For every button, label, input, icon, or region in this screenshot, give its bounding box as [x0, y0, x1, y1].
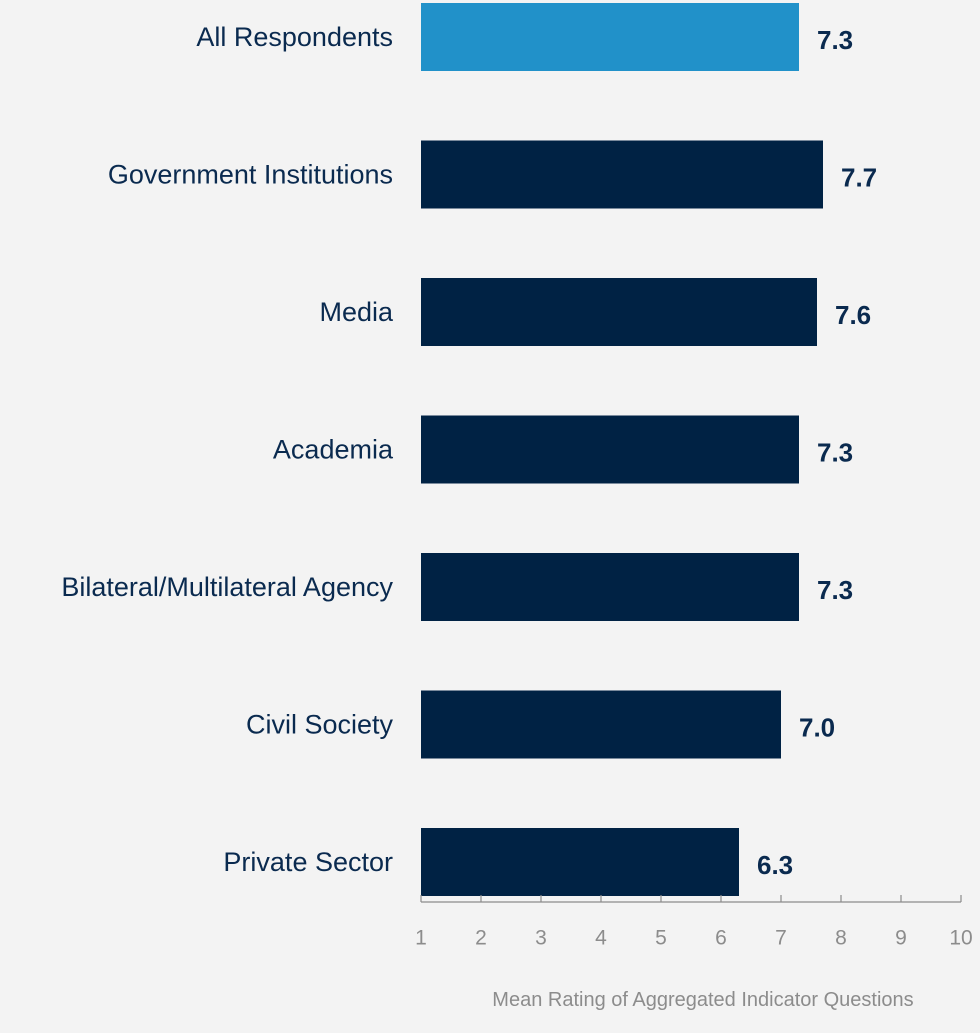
category-label: Media	[319, 297, 394, 327]
x-tick-label: 2	[475, 927, 487, 950]
bar-academia	[421, 415, 799, 484]
value-label: 7.3	[817, 438, 853, 468]
bar-government-institutions	[421, 140, 823, 209]
x-tick-label: 7	[775, 927, 787, 950]
category-label: Bilateral/Multilateral Agency	[61, 572, 393, 602]
value-label: 7.6	[835, 300, 871, 330]
x-tick-label: 4	[595, 927, 607, 950]
bar-all-respondents	[421, 3, 799, 71]
bar-bilateral-multilateral-agency	[421, 553, 799, 621]
x-axis-title: Mean Rating of Aggregated Indicator Ques…	[492, 989, 913, 1011]
bar-private-sector	[421, 828, 739, 896]
category-label: Government Institutions	[108, 160, 393, 190]
bars-layer	[421, 3, 823, 896]
value-labels: 7.3 7.7 7.6 7.3 7.3 7.0 6.3	[757, 25, 877, 880]
value-label: 6.3	[757, 850, 793, 880]
value-label: 7.3	[817, 25, 853, 55]
x-tick-label: 3	[535, 927, 547, 950]
bar-civil-society	[421, 690, 781, 759]
bar-media	[421, 278, 817, 346]
x-tick-label: 5	[655, 927, 667, 950]
category-label: Civil Society	[246, 710, 394, 740]
value-label: 7.0	[799, 713, 835, 743]
x-tick-label: 1	[415, 927, 427, 950]
x-tick-label: 10	[949, 927, 972, 950]
category-label: Private Sector	[223, 847, 393, 877]
category-label: All Respondents	[196, 22, 393, 52]
x-tick-label: 8	[835, 927, 847, 950]
x-tick-label: 6	[715, 927, 727, 950]
x-axis: 1 2 3 4 5 6 7 8 9 10	[415, 895, 973, 950]
category-labels: All Respondents Government Institutions Me…	[61, 22, 394, 877]
category-label: Academia	[273, 435, 394, 465]
value-label: 7.7	[841, 163, 877, 193]
x-tick-label: 9	[895, 927, 907, 950]
value-label: 7.3	[817, 575, 853, 605]
